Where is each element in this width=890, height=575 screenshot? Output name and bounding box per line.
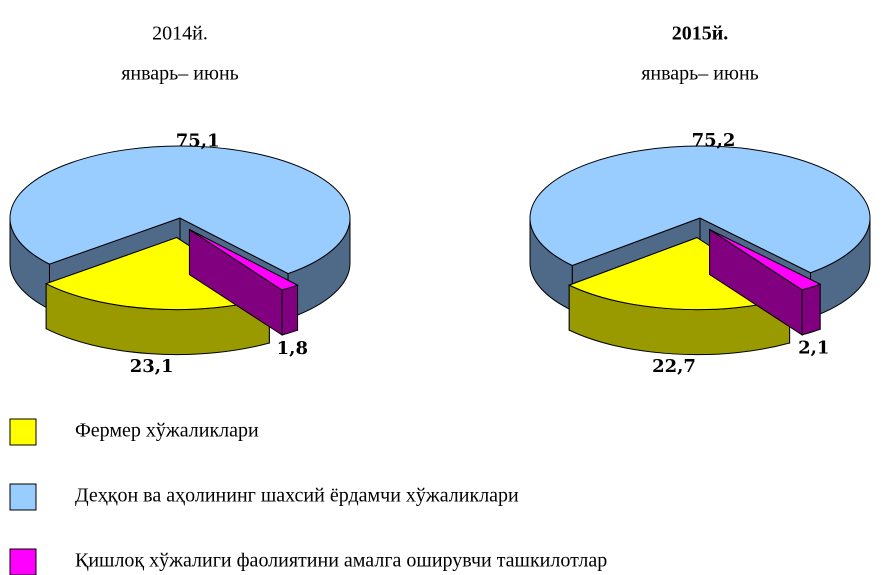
data-label: 75,1 <box>176 130 220 151</box>
slice-top <box>529 145 871 274</box>
pie-slice <box>44 236 271 356</box>
legend-swatch <box>9 548 37 575</box>
legend-swatch <box>9 418 37 446</box>
pie-slice <box>188 228 299 336</box>
slice-wall <box>281 284 299 336</box>
slice-top <box>709 229 822 291</box>
chart-title: 2014й. <box>152 23 208 45</box>
chart-subtitle: январь– июнь <box>641 63 759 85</box>
data-label: 1,8 <box>277 338 308 359</box>
data-label: 2,1 <box>798 338 829 359</box>
legend-label: Қишлоқ хўжалиги фаолиятини амалга оширув… <box>75 550 607 572</box>
legend-label: Деҳқон ва аҳолининг шахсий ёрдамчи хўжал… <box>75 485 519 507</box>
slice-top <box>9 145 351 275</box>
chart-subtitle: январь– июнь <box>121 63 239 85</box>
data-label: 23,1 <box>130 356 174 377</box>
legend-swatch <box>9 483 37 511</box>
slice-wall <box>801 283 821 336</box>
chart-title: 2015й. <box>672 23 729 45</box>
slice-top <box>189 229 299 291</box>
data-label: 75,2 <box>692 130 736 151</box>
pie-slice <box>709 228 822 336</box>
legend-label: Фермер хўжаликлари <box>75 420 259 442</box>
data-label: 22,7 <box>652 356 696 377</box>
